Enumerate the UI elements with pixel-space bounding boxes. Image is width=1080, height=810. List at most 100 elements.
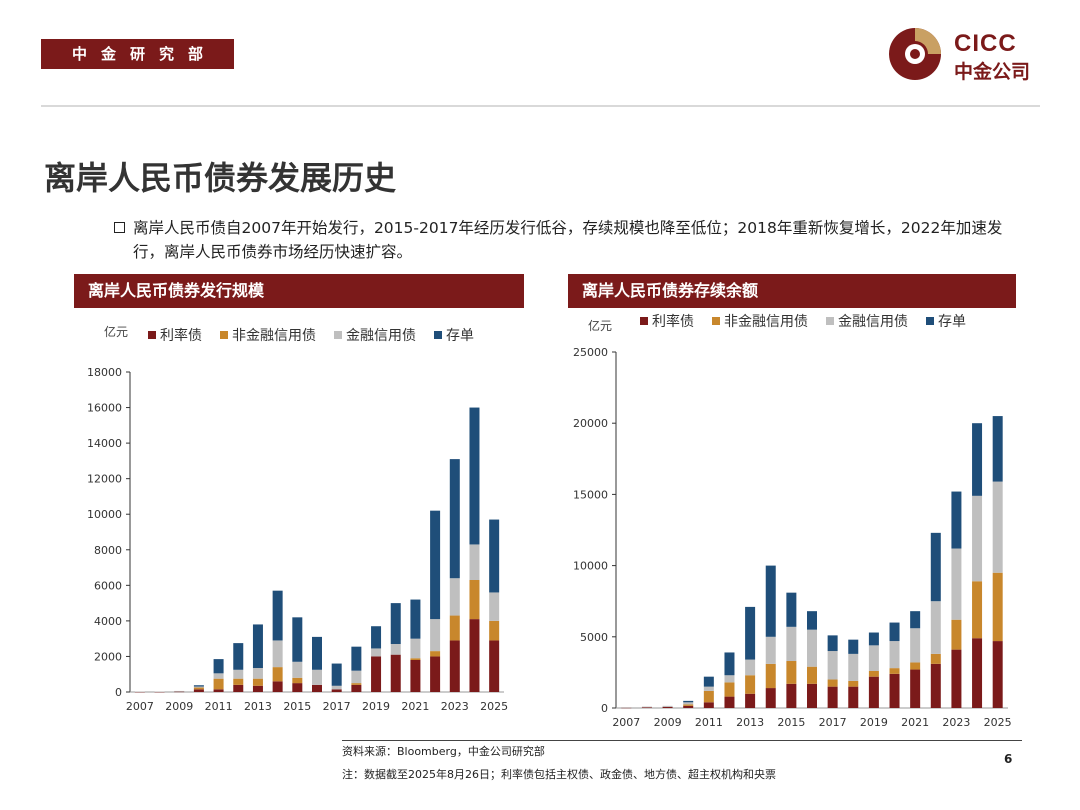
bar-segment bbox=[868, 645, 879, 671]
bar-segment bbox=[951, 548, 962, 620]
bar-segment bbox=[868, 670, 879, 677]
bar-segment bbox=[331, 685, 342, 690]
bar-segment bbox=[703, 702, 714, 708]
bar-segment bbox=[972, 423, 983, 496]
bar-segment bbox=[252, 678, 263, 686]
bar-segment bbox=[848, 680, 859, 687]
legend-label: 存单 bbox=[446, 328, 474, 344]
bar-segment bbox=[641, 706, 652, 708]
bar-segment bbox=[951, 491, 962, 549]
bar-segment bbox=[331, 663, 342, 686]
x-tick-label: 2007 bbox=[126, 700, 154, 713]
department-badge: 中金研究部 bbox=[41, 39, 234, 69]
legend-swatch bbox=[148, 331, 156, 339]
bar-segment bbox=[449, 640, 460, 692]
y-tick-label: 12000 bbox=[87, 473, 122, 486]
legend-label: 存单 bbox=[938, 314, 966, 330]
y-tick-label: 16000 bbox=[87, 402, 122, 415]
x-tick-label: 2011 bbox=[695, 716, 723, 729]
y-tick-label: 10000 bbox=[87, 508, 122, 521]
bullet-text: 离岸人民币债自2007年开始发行，2015-2017年经历发行低谷，存续规模也降… bbox=[133, 219, 1003, 261]
bar-segment bbox=[641, 707, 652, 708]
bar-segment bbox=[951, 649, 962, 708]
bar-segment bbox=[174, 691, 185, 693]
x-tick-label: 2023 bbox=[942, 716, 970, 729]
y-tick-label: 18000 bbox=[87, 366, 122, 379]
bar-segment bbox=[410, 660, 421, 692]
bar-segment bbox=[351, 646, 362, 671]
x-tick-label: 2017 bbox=[819, 716, 847, 729]
bar-segment bbox=[233, 643, 244, 670]
bar-segment bbox=[910, 611, 921, 629]
bar-segment bbox=[213, 678, 224, 690]
y-tick-label: 2000 bbox=[94, 650, 122, 663]
bar-segment bbox=[469, 580, 480, 620]
bar-segment bbox=[992, 641, 1003, 708]
bar-segment bbox=[331, 689, 342, 692]
bar-segment bbox=[724, 675, 735, 683]
bar-segment bbox=[683, 702, 694, 705]
y-tick-label: 20000 bbox=[573, 417, 608, 430]
bar-segment bbox=[807, 683, 817, 708]
logo-text-cn: 中金公司 bbox=[954, 61, 1031, 83]
right-chart-title: 离岸人民币债券存续余额 bbox=[568, 274, 1016, 308]
bar-segment bbox=[410, 599, 421, 639]
issuance-chart: 亿元 利率债 非金融信用债 金融信用债 存单 0 2000 4000 6000 8000 10000… bbox=[87, 324, 508, 713]
bar-segment bbox=[233, 684, 244, 692]
bar-segment bbox=[213, 659, 224, 674]
legend-label: 金融信用债 bbox=[346, 328, 416, 344]
bar-segment bbox=[807, 611, 817, 630]
bar-segment bbox=[252, 668, 263, 679]
x-tick-label: 2021 bbox=[401, 700, 429, 713]
bar-segment bbox=[786, 592, 797, 627]
bar-segment bbox=[272, 590, 283, 641]
bar-segment bbox=[827, 635, 838, 652]
legend-swatch bbox=[220, 331, 228, 339]
bar-segment bbox=[469, 407, 480, 545]
bar-segment bbox=[930, 663, 941, 708]
footnote: 注：数据截至2025年8月26日；利率债包括主权债、政金债、地方债、超主权机构和… bbox=[342, 768, 776, 781]
bar-segment bbox=[889, 622, 900, 642]
bar-segment bbox=[807, 629, 817, 667]
bar-segment bbox=[683, 700, 694, 703]
bar-segment bbox=[868, 632, 879, 646]
x-tick-label: 2021 bbox=[901, 716, 929, 729]
bar-segment bbox=[489, 519, 500, 593]
y-unit-label: 亿元 bbox=[588, 318, 612, 333]
y-tick-label: 6000 bbox=[94, 579, 122, 592]
bar-segment bbox=[351, 683, 362, 685]
source-note: 资料来源：Bloomberg，中金公司研究部 bbox=[342, 745, 545, 758]
bar-segment bbox=[371, 648, 382, 657]
bar-segment bbox=[683, 705, 694, 708]
x-tick-label: 2019 bbox=[860, 716, 888, 729]
bar-segment bbox=[786, 683, 797, 708]
bar-segment bbox=[972, 495, 983, 582]
bar-segment bbox=[430, 651, 441, 657]
bar-segment bbox=[724, 652, 735, 676]
bar-segment bbox=[786, 661, 797, 684]
bar-segment bbox=[469, 544, 480, 580]
y-tick-label: 14000 bbox=[87, 437, 122, 450]
bar-segment bbox=[371, 626, 382, 649]
x-tick-label: 2013 bbox=[244, 700, 272, 713]
left-chart-title: 离岸人民币债券发行规模 bbox=[74, 274, 524, 308]
bar-segment bbox=[848, 686, 859, 708]
bar-segment bbox=[930, 532, 941, 602]
bar-segment bbox=[134, 691, 145, 692]
bar-segment bbox=[765, 688, 776, 708]
bar-segment bbox=[765, 663, 776, 689]
bar-segment bbox=[154, 691, 165, 693]
legend-swatch bbox=[926, 317, 934, 325]
bar-segment bbox=[827, 679, 838, 687]
bar-segment bbox=[449, 615, 460, 641]
y-tick-label: 0 bbox=[115, 686, 122, 699]
bar-segment bbox=[765, 636, 776, 664]
bar-segment bbox=[312, 684, 322, 692]
x-tick-label: 2017 bbox=[323, 700, 351, 713]
bar-segment bbox=[233, 678, 244, 685]
x-tick-label: 2015 bbox=[283, 700, 311, 713]
bar-segment bbox=[292, 617, 303, 662]
bar-segment bbox=[972, 581, 983, 639]
bar-segment bbox=[662, 706, 673, 708]
bar-segment bbox=[233, 669, 244, 679]
